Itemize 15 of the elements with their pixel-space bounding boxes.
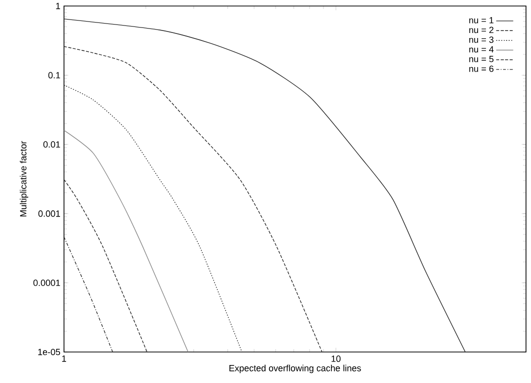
y-tick-label: 0.0001: [33, 280, 60, 286]
legend-label: nu = 2: [469, 26, 494, 34]
legend-label: nu = 4: [469, 46, 494, 53]
y-tick-label: 0.001: [38, 210, 60, 217]
x-tick-label: 10: [332, 356, 341, 362]
legend-label: nu = 6: [469, 66, 494, 72]
y-axis-title: Multiplicative factor: [20, 141, 28, 216]
y-tick-label: 0.1: [48, 72, 60, 78]
y-tick-label: 1e-05: [38, 348, 60, 356]
x-axis-title: Expected overflowing cache lines: [229, 364, 361, 374]
legend-label: nu = 1: [469, 17, 494, 24]
legend-label: nu = 3: [469, 36, 494, 43]
legend-label: nu = 5: [469, 56, 494, 62]
y-tick-label: 0.01: [43, 141, 60, 148]
y-tick-label: 1: [56, 2, 60, 10]
